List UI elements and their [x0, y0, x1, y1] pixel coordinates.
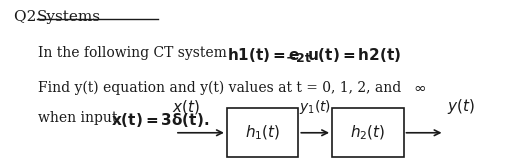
Text: $\mathbf{u(t) = h2(t)}$: $\mathbf{u(t) = h2(t)}$	[307, 46, 401, 64]
Text: Find y(t) equation and y(t) values at t = 0, 1, 2, and: Find y(t) equation and y(t) values at t …	[38, 80, 405, 95]
Text: $y_1(t)$: $y_1(t)$	[299, 98, 331, 116]
Text: Q2: Q2	[15, 10, 42, 24]
Text: $\infty$: $\infty$	[413, 80, 426, 95]
Bar	[332, 108, 404, 157]
Text: Systems: Systems	[36, 10, 101, 24]
Text: $y(t)$: $y(t)$	[447, 97, 475, 116]
Bar	[227, 108, 299, 157]
Text: $h_2(t)$: $h_2(t)$	[350, 124, 386, 142]
Text: when input: when input	[38, 111, 121, 125]
Text: $\mathbf{h1(t) = e}$: $\mathbf{h1(t) = e}$	[227, 46, 300, 64]
Text: In the following CT system: In the following CT system	[38, 46, 235, 60]
Text: $h_1(t)$: $h_1(t)$	[245, 124, 280, 142]
Text: $x(t)$: $x(t)$	[172, 98, 201, 116]
Text: $\mathbf{x(t) = 3\delta(t).}$: $\mathbf{x(t) = 3\delta(t).}$	[111, 111, 209, 129]
Text: $\mathbf{-2t}$: $\mathbf{-2t}$	[286, 52, 312, 65]
